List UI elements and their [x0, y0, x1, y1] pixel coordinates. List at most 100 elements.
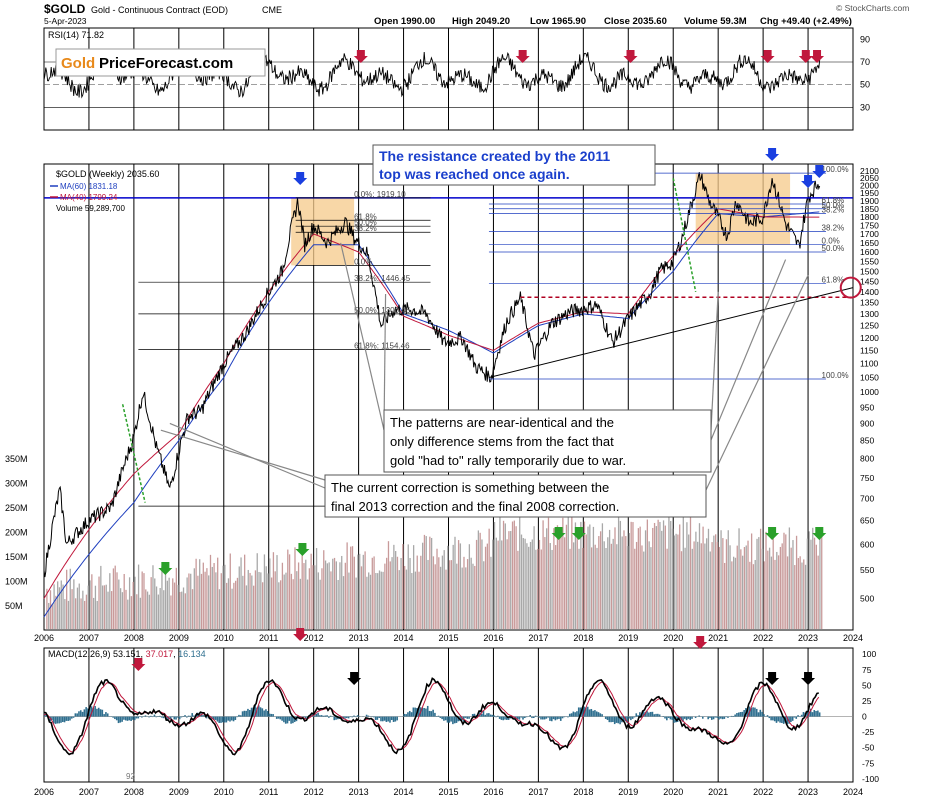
macd-tick-label: 100 — [862, 649, 876, 659]
volume-bar — [224, 564, 226, 629]
annotation-patterns-line3: gold "had to" rally temporarily due to w… — [390, 453, 626, 468]
rsi-label: RSI(14) 71.82 — [48, 30, 104, 40]
volume-bar — [553, 528, 555, 629]
volume-bar — [483, 561, 485, 629]
volume-bar — [321, 568, 323, 629]
macd-histogram-bar — [770, 716, 772, 721]
volume-bar — [51, 604, 53, 629]
rsi-tick-label: 50 — [860, 80, 870, 90]
macd-tick-label: 0 — [862, 712, 867, 722]
volume-bar — [632, 522, 634, 629]
volume-bar — [635, 541, 638, 629]
volume-bar — [429, 536, 431, 629]
volume-bar — [797, 558, 800, 629]
x-tick-label-price: 2012 — [304, 633, 324, 643]
volume-bar — [197, 575, 199, 629]
macd-tick-label: -25 — [862, 727, 875, 737]
macd-histogram-bar — [791, 716, 794, 721]
macd-histogram-bar — [682, 716, 684, 722]
x-tick-label-macd: 2009 — [169, 787, 189, 797]
macd-histogram-bar — [412, 707, 415, 717]
macd-histogram-bar — [691, 716, 693, 719]
macd-histogram-bar — [234, 716, 237, 720]
volume-bar — [795, 535, 798, 629]
volume-bar — [806, 538, 809, 629]
macd-histogram-bar — [529, 715, 531, 717]
volume-bar — [418, 571, 420, 629]
macd-histogram-bar — [130, 716, 132, 722]
annotation-resistance-line2: top was reached once again. — [379, 166, 570, 182]
volume-bar — [544, 537, 546, 629]
macd-histogram-bar — [800, 714, 803, 717]
volume-bar — [71, 589, 73, 629]
volume-bar — [724, 562, 726, 629]
volume-bar — [605, 548, 607, 629]
volume-bar — [630, 521, 632, 629]
fib-label-2020: 0.0% — [822, 237, 840, 246]
macd-histogram-bar — [782, 716, 785, 724]
macd-histogram-bar — [718, 716, 720, 720]
volume-bar — [209, 554, 212, 629]
macd-histogram-bar — [698, 715, 700, 717]
volume-green-arrow — [158, 562, 173, 575]
volume-bar — [706, 538, 708, 629]
volume-bar — [89, 580, 91, 629]
volume-bar — [78, 583, 80, 629]
volume-bar — [520, 534, 523, 629]
volume-bar — [502, 520, 505, 629]
logo-site: PriceForecast.com — [99, 55, 233, 72]
volume-bar — [718, 546, 720, 629]
volume-bar — [499, 516, 501, 629]
volume-bar — [623, 530, 625, 629]
volume-bar — [341, 555, 343, 629]
price-tick-label: 600 — [860, 539, 874, 549]
macd-histogram-bar — [385, 716, 388, 722]
macd-black-arrow — [765, 672, 780, 685]
macd-histogram-bar — [430, 711, 433, 717]
macd-black-arrow — [801, 672, 816, 685]
macd-histogram-bar — [773, 716, 776, 722]
volume-bar — [801, 562, 803, 629]
macd-histogram-bar — [567, 716, 569, 718]
x-tick-label-macd: 2022 — [753, 787, 773, 797]
volume-bar — [49, 590, 52, 629]
macd-histogram-bar — [755, 708, 758, 717]
macd-histogram-bar — [225, 716, 228, 723]
macd-histogram-bar — [495, 716, 497, 718]
macd-histogram-bar — [346, 716, 348, 719]
volume-bar — [741, 555, 744, 629]
macd-histogram-bar — [716, 716, 718, 718]
volume-bar — [211, 566, 213, 629]
macd-red-arrow — [293, 628, 308, 641]
volume-bar — [720, 530, 722, 629]
macd-histogram-bar — [247, 708, 249, 717]
macd-histogram-bar — [653, 714, 656, 717]
macd-histogram-bar — [554, 716, 557, 721]
volume-bar — [351, 546, 354, 629]
volume-bar — [688, 534, 690, 629]
macd-histogram-bar — [775, 716, 778, 723]
volume-bar — [98, 576, 100, 629]
price-tick-label: 1000 — [860, 387, 879, 397]
macd-histogram-bar — [69, 716, 71, 721]
volume-bar — [510, 531, 512, 629]
volume-bar — [170, 595, 172, 629]
volume-bar — [112, 568, 115, 629]
volume-bar — [152, 565, 154, 629]
rsi-tick-label: 90 — [860, 34, 870, 44]
macd-histogram-bar — [491, 714, 494, 717]
volume-bar — [716, 542, 719, 629]
volume-bar — [470, 557, 472, 629]
x-tick-label-price: 2017 — [528, 633, 548, 643]
volume-bar — [377, 573, 379, 629]
macd-histogram-bar — [651, 711, 654, 717]
macd-histogram-bar — [103, 714, 105, 717]
volume-bar — [481, 539, 483, 629]
macd-tick-label: -100 — [862, 774, 879, 784]
macd-histogram-bar — [452, 716, 454, 725]
volume-bar — [179, 592, 181, 629]
ohlc-change: Chg +49.40 (+2.49%) — [760, 16, 852, 27]
macd-histogram-bar — [268, 713, 271, 717]
macd-histogram-bar — [714, 716, 717, 718]
rsi-red-arrow — [760, 50, 775, 63]
